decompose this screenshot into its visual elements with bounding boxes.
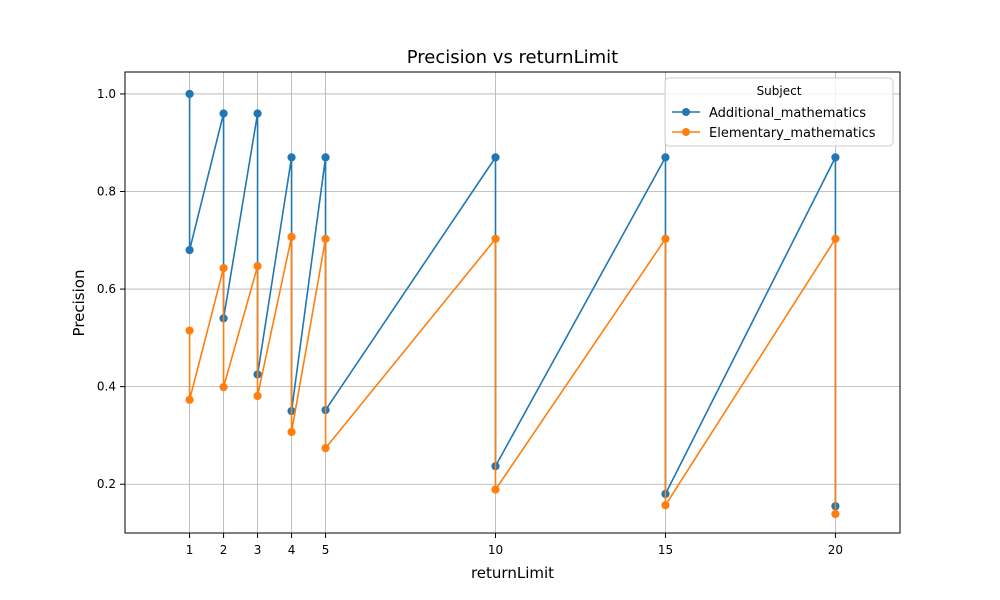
legend-label-additional-mathematics: Additional_mathematics — [709, 106, 866, 121]
data-point-additional-mathematics — [219, 109, 228, 118]
y-axis-label: Precision — [70, 270, 88, 337]
data-point-additional-mathematics — [831, 153, 840, 162]
x-tick-label: 4 — [288, 543, 296, 557]
data-point-elementary-mathematics — [219, 264, 228, 273]
data-point-elementary-mathematics — [287, 232, 296, 241]
x-tick-label: 10 — [488, 543, 503, 557]
x-tick-label: 20 — [828, 543, 843, 557]
series-layer — [185, 89, 840, 519]
y-tick-label: 0.2 — [97, 477, 116, 491]
legend-title: Subject — [757, 84, 802, 98]
series-line-elementary-mathematics — [188, 236, 837, 514]
legend-marker-elementary-mathematics — [682, 128, 690, 136]
x-tick-label: 3 — [254, 543, 262, 557]
data-point-additional-mathematics — [321, 153, 330, 162]
data-point-elementary-mathematics — [321, 234, 330, 243]
x-axis-label: returnLimit — [471, 564, 554, 582]
data-point-elementary-mathematics — [253, 262, 262, 271]
data-point-additional-mathematics — [253, 109, 262, 118]
data-point-additional-mathematics — [185, 89, 194, 99]
data-point-elementary-mathematics — [321, 444, 330, 453]
x-tick-label: 2 — [220, 543, 228, 557]
data-point-elementary-mathematics — [287, 427, 296, 437]
legend-label-elementary-mathematics: Elementary_mathematics — [709, 126, 876, 141]
data-point-elementary-mathematics — [219, 383, 228, 392]
data-point-elementary-mathematics — [831, 234, 840, 243]
x-tick-label: 1 — [186, 543, 194, 557]
plot-frame — [124, 71, 901, 534]
data-point-elementary-mathematics — [491, 485, 500, 494]
data-point-elementary-mathematics — [253, 391, 262, 401]
legend: Subject Additional_mathematics Elementar… — [664, 77, 894, 147]
data-point-additional-mathematics — [491, 153, 500, 162]
legend-marker-additional-mathematics — [682, 108, 690, 116]
y-tick-label: 1.0 — [97, 87, 116, 101]
data-point-elementary-mathematics — [831, 509, 840, 519]
legend-box — [664, 77, 894, 147]
data-point-elementary-mathematics — [491, 234, 500, 243]
data-point-additional-mathematics — [287, 153, 296, 162]
data-point-elementary-mathematics — [185, 395, 194, 404]
x-tick-label: 5 — [322, 543, 330, 557]
data-point-elementary-mathematics — [661, 234, 670, 243]
data-point-elementary-mathematics — [661, 501, 670, 510]
data-point-additional-mathematics — [661, 153, 670, 162]
x-tick-label: 15 — [658, 543, 673, 557]
data-point-elementary-mathematics — [185, 326, 194, 335]
axis-ticks: 1 2 3 4 5 10 15 20 0.2 0.4 0.6 0.8 1.0 — [97, 87, 843, 557]
chart-title: Precision vs returnLimit — [407, 47, 618, 68]
data-point-additional-mathematics — [185, 245, 194, 255]
y-tick-label: 0.8 — [97, 185, 116, 199]
y-tick-label: 0.6 — [97, 282, 116, 296]
y-tick-label: 0.4 — [97, 380, 116, 394]
